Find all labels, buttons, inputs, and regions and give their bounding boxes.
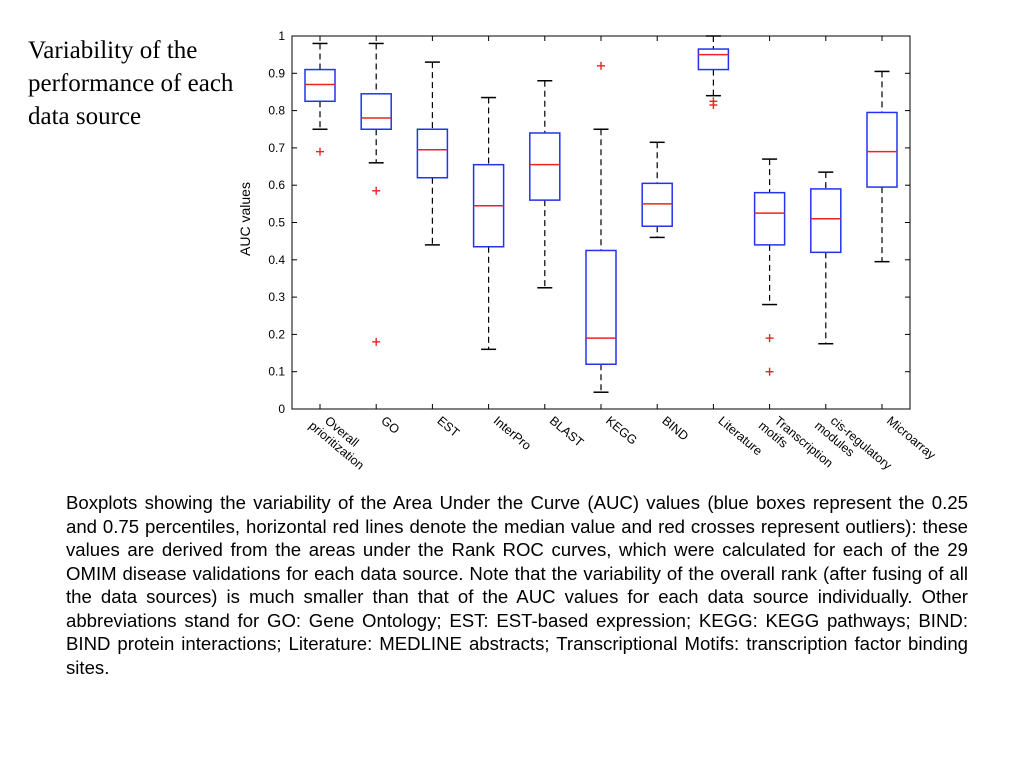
boxplot-chart: 0 0.1 0.2 0.3 0.4 0.5 0.6 0.7 0.8 0.9 1 Overallpri… <box>237 29 939 484</box>
slide-title: Variability of the performance of each d… <box>28 37 234 130</box>
x-category-label: EST <box>434 414 462 441</box>
iqr-box <box>416 128 449 179</box>
y-tick-label: 1 <box>278 29 285 43</box>
x-category-label: BIND <box>659 414 691 444</box>
y-tick-label: 0.7 <box>268 141 285 155</box>
figure-caption: Boxplots showing the variability of the … <box>66 492 968 678</box>
x-category-label-line: GO <box>378 414 402 437</box>
box-group <box>585 61 617 393</box>
box-group <box>810 171 842 345</box>
x-category-label: Overallprioritization <box>306 408 376 473</box>
y-tick-label: 0 <box>278 402 285 416</box>
x-category-label: InterPro <box>491 414 534 453</box>
y-tick-label: 0.2 <box>268 327 285 341</box>
box-group <box>866 70 898 263</box>
box-group <box>697 35 730 110</box>
y-tick-label: 0.4 <box>268 253 285 267</box>
iqr-box <box>641 182 673 227</box>
x-category-label-line: EST <box>434 414 462 441</box>
x-category-label-line: Literature <box>715 414 764 459</box>
y-tick-label: 0.8 <box>268 104 285 118</box>
y-tick-label: 0.6 <box>268 178 285 192</box>
box-group <box>529 80 561 289</box>
x-category-label: BLAST <box>547 414 587 450</box>
box-group <box>304 42 336 156</box>
x-category-label: Literature <box>715 414 764 459</box>
box-group <box>753 158 786 376</box>
x-category-label: Microarray <box>884 414 939 463</box>
iqr-box <box>753 191 786 246</box>
x-category-label-line: InterPro <box>491 414 534 453</box>
x-category-label: GO <box>378 414 402 437</box>
iqr-box <box>810 188 842 254</box>
iqr-box <box>360 93 392 131</box>
x-category-label: KEGG <box>603 414 640 448</box>
box-group <box>416 61 449 246</box>
x-category-label-line: Microarray <box>884 414 939 463</box>
box-group <box>472 96 505 351</box>
iqr-box <box>697 48 730 71</box>
iqr-box <box>304 68 336 103</box>
y-axis-title: AUC values <box>237 182 253 256</box>
y-tick-label: 0.1 <box>268 365 285 379</box>
iqr-box <box>585 249 617 365</box>
x-category-label: Transcriptionmotifs <box>756 408 836 481</box>
y-tick-label: 0.9 <box>268 66 285 80</box>
x-category-label-line: BIND <box>659 414 691 444</box>
box-group <box>641 141 673 239</box>
box-group <box>360 42 392 346</box>
iqr-box <box>529 132 561 201</box>
x-category-label-line: BLAST <box>547 414 587 450</box>
x-category-label-line: KEGG <box>603 414 640 448</box>
y-tick-label: 0.3 <box>268 290 285 304</box>
x-category-label: cis-regulatorymodules <box>812 408 895 484</box>
iqr-box <box>866 111 898 188</box>
y-tick-label: 0.5 <box>268 216 285 230</box>
